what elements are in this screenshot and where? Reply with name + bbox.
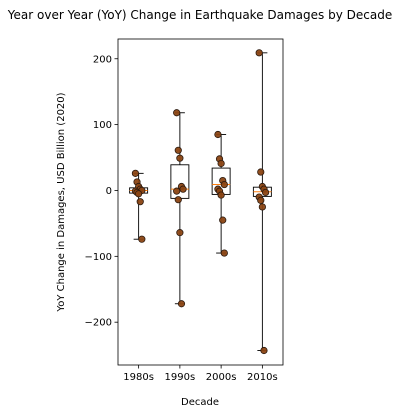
data-point [135, 190, 143, 198]
data-point [174, 196, 182, 204]
x-tick-label: 1990s [165, 372, 196, 383]
x-tick-label: 1980s [123, 372, 154, 383]
plot-frame [117, 38, 284, 366]
data-point [176, 229, 184, 237]
data-point [131, 169, 140, 177]
data-point [217, 159, 225, 168]
y-tick-label: 100 [93, 120, 112, 131]
data-point [138, 235, 146, 243]
data-point [258, 203, 266, 211]
data-point [173, 187, 181, 195]
data-point [136, 198, 144, 206]
y-axis-label: YoY Change in Damages, USD Billion (2020… [56, 92, 67, 312]
y-tick-label: −200 [85, 318, 112, 329]
data-point [260, 346, 268, 355]
data-point [257, 168, 265, 176]
data-point [179, 185, 187, 193]
data-point [257, 196, 265, 204]
data-point [219, 216, 227, 224]
data-point [217, 191, 225, 199]
box-iqr [170, 164, 190, 199]
y-tick-label: −100 [85, 252, 112, 263]
data-point [214, 130, 222, 139]
data-point [177, 300, 186, 308]
data-point [261, 188, 270, 197]
y-tick-label: 200 [93, 54, 112, 65]
x-axis-label: Decade [181, 397, 219, 408]
chart-title: Year over Year (YoY) Change in Earthquak… [7, 8, 392, 22]
data-point [173, 109, 181, 117]
data-point [176, 154, 184, 162]
y-tick-label: 0 [106, 186, 112, 197]
data-point [220, 249, 228, 257]
plot-area: 200 100 0 −100 −200 1980s 1990s 2000s 2010s [85, 38, 284, 383]
data-point [255, 49, 263, 57]
data-point [220, 180, 228, 189]
x-tick-label: 2010s [247, 372, 278, 383]
x-tick-label: 2000s [206, 372, 237, 383]
data-point [174, 146, 182, 154]
